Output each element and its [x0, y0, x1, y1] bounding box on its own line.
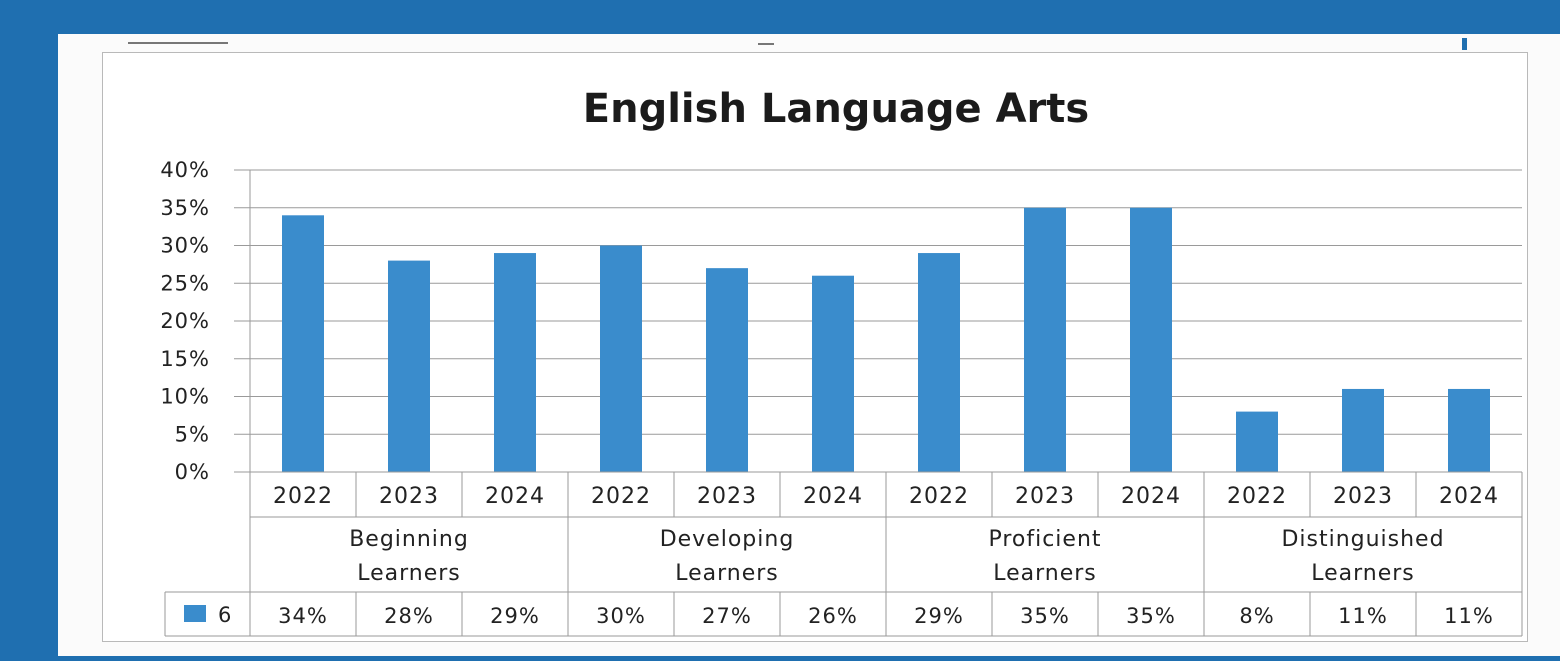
- bar: [1342, 389, 1384, 472]
- data-label: 11%: [1444, 604, 1494, 628]
- y-tick-label: 15%: [160, 347, 210, 371]
- y-tick-label: 0%: [175, 460, 210, 484]
- bar: [1024, 208, 1066, 472]
- y-tick-label: 35%: [160, 196, 210, 220]
- data-label: 26%: [808, 604, 858, 628]
- legend-label: 6: [218, 603, 232, 627]
- group-label: Developing: [660, 527, 795, 552]
- x-tick-label: 2023: [379, 484, 439, 509]
- bar: [812, 276, 854, 472]
- y-tick-label: 5%: [175, 422, 210, 446]
- chart-title: English Language Arts: [583, 86, 1089, 132]
- bar: [388, 261, 430, 472]
- bar: [282, 215, 324, 472]
- x-tick-label: 2022: [591, 484, 651, 509]
- data-label: 35%: [1020, 604, 1070, 628]
- x-tick-label: 2024: [1121, 484, 1181, 509]
- y-axis-ticks: 0% 5% 10% 15% 20% 25% 30% 35% 40%: [160, 158, 210, 484]
- bar: [494, 253, 536, 472]
- x-tick-label: 2022: [273, 484, 333, 509]
- y-tick-label: 10%: [160, 385, 210, 409]
- y-tick-label: 20%: [160, 309, 210, 333]
- bar: [600, 246, 642, 473]
- data-label: 35%: [1126, 604, 1176, 628]
- data-table: 2022 2023 2024 2022 2023 2024 2022 2023 2024 2022…: [165, 472, 1522, 636]
- bar: [1130, 208, 1172, 472]
- data-label: 8%: [1239, 604, 1274, 628]
- group-label: Learners: [1311, 561, 1415, 586]
- x-tick-label: 2022: [909, 484, 969, 509]
- y-tick-label: 25%: [160, 271, 210, 295]
- group-label: Learners: [993, 561, 1097, 586]
- data-label: 30%: [596, 604, 646, 628]
- legend-swatch: [184, 605, 206, 622]
- x-tick-label: 2023: [1015, 484, 1075, 509]
- group-label: Distinguished: [1281, 527, 1444, 552]
- x-tick-label: 2024: [485, 484, 545, 509]
- x-tick-label: 2023: [1333, 484, 1393, 509]
- group-label: Proficient: [988, 527, 1101, 552]
- x-tick-label: 2023: [697, 484, 757, 509]
- bar: [1236, 412, 1278, 472]
- data-label: 29%: [914, 604, 964, 628]
- group-label: Learners: [357, 561, 461, 586]
- data-label: 29%: [490, 604, 540, 628]
- data-label: 11%: [1338, 604, 1388, 628]
- group-label: Beginning: [349, 527, 469, 552]
- bars: [282, 208, 1490, 472]
- data-label: 27%: [702, 604, 752, 628]
- y-tick-label: 30%: [160, 234, 210, 258]
- bar: [706, 268, 748, 472]
- y-tick-label: 40%: [160, 158, 210, 182]
- group-label: Learners: [675, 561, 779, 586]
- x-tick-label: 2022: [1227, 484, 1287, 509]
- data-label: 28%: [384, 604, 434, 628]
- data-label: 34%: [278, 604, 328, 628]
- x-tick-label: 2024: [803, 484, 863, 509]
- x-tick-label: 2024: [1439, 484, 1499, 509]
- bar: [918, 253, 960, 472]
- bar: [1448, 389, 1490, 472]
